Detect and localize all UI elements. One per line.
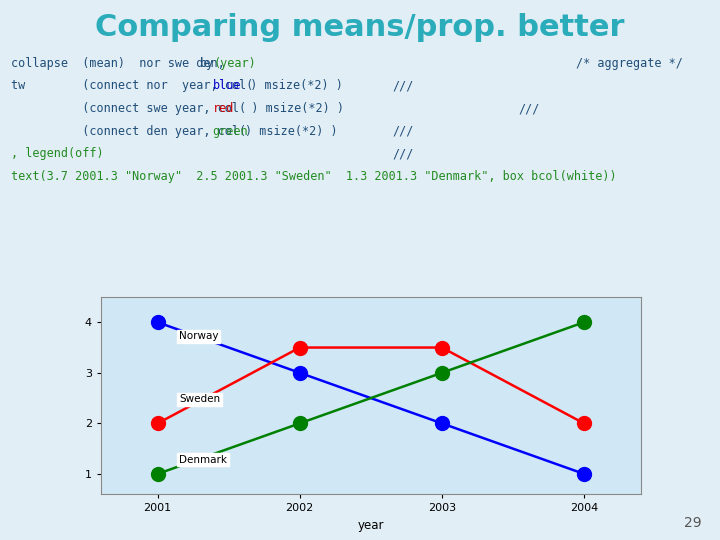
Text: Comparing means/prop. better: Comparing means/prop. better — [95, 14, 625, 43]
X-axis label: year: year — [358, 519, 384, 532]
Text: ) msize(*2) ): ) msize(*2) ) — [230, 102, 344, 115]
Text: , legend(off): , legend(off) — [11, 147, 104, 160]
Text: (connect den year, col(: (connect den year, col( — [11, 125, 246, 138]
Text: green: green — [212, 125, 248, 138]
Text: ///: /// — [392, 125, 414, 138]
Text: ///: /// — [392, 79, 414, 92]
Text: (connect swe year, col(: (connect swe year, col( — [11, 102, 246, 115]
Text: ///: /// — [392, 147, 414, 160]
Text: blue: blue — [212, 79, 241, 92]
Text: tw        (connect nor  year, col(: tw (connect nor year, col( — [11, 79, 253, 92]
Text: red: red — [212, 102, 234, 115]
Text: by: by — [200, 57, 215, 70]
Text: Sweden: Sweden — [179, 394, 220, 404]
Text: ) msize(*2) ): ) msize(*2) ) — [236, 79, 343, 92]
Text: Denmark: Denmark — [179, 455, 227, 465]
Text: ///: /// — [518, 102, 540, 115]
Text: /* aggregate */: /* aggregate */ — [576, 57, 683, 70]
Text: collapse  (mean)  nor swe den,: collapse (mean) nor swe den, — [11, 57, 232, 70]
Text: Norway: Norway — [179, 332, 218, 341]
Text: ) msize(*2) ): ) msize(*2) ) — [245, 125, 338, 138]
Text: (year): (year) — [213, 57, 256, 70]
Text: 29: 29 — [685, 516, 702, 530]
Text: text(3.7 2001.3 "Norway"  2.5 2001.3 "Sweden"  1.3 2001.3 "Denmark", box bcol(wh: text(3.7 2001.3 "Norway" 2.5 2001.3 "Swe… — [11, 170, 616, 183]
